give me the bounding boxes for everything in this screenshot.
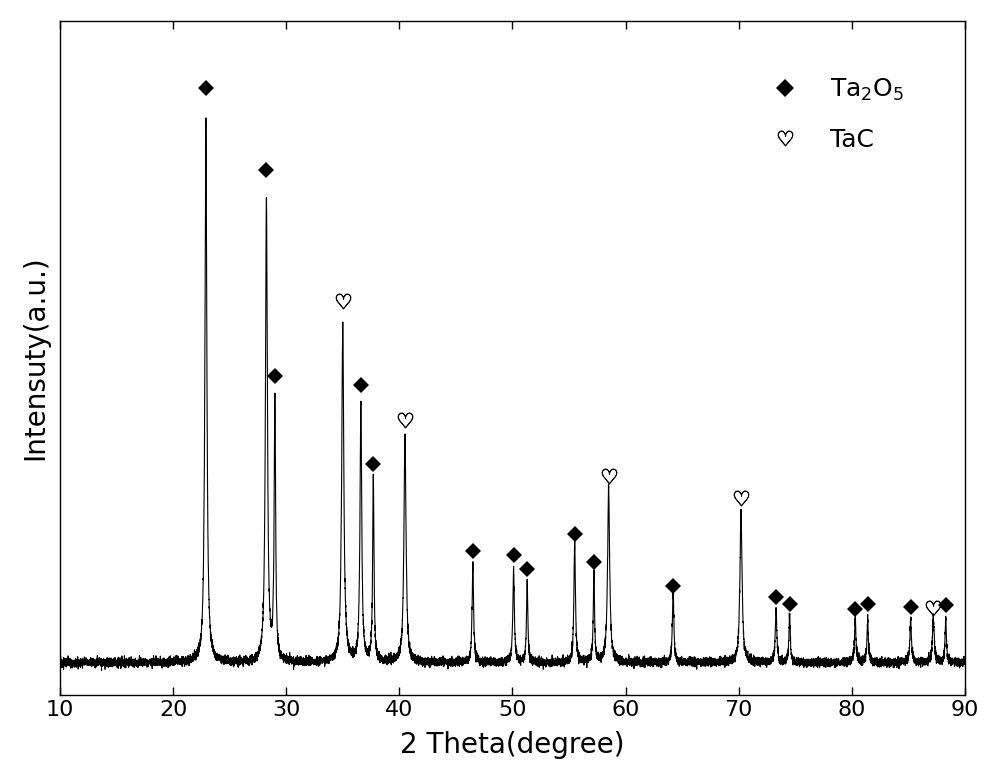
Y-axis label: Intensuty(a.u.): Intensuty(a.u.) <box>21 256 49 460</box>
Legend: Ta$_2$O$_5$, TaC: Ta$_2$O$_5$, TaC <box>730 47 934 182</box>
X-axis label: 2 Theta(degree): 2 Theta(degree) <box>400 731 625 759</box>
